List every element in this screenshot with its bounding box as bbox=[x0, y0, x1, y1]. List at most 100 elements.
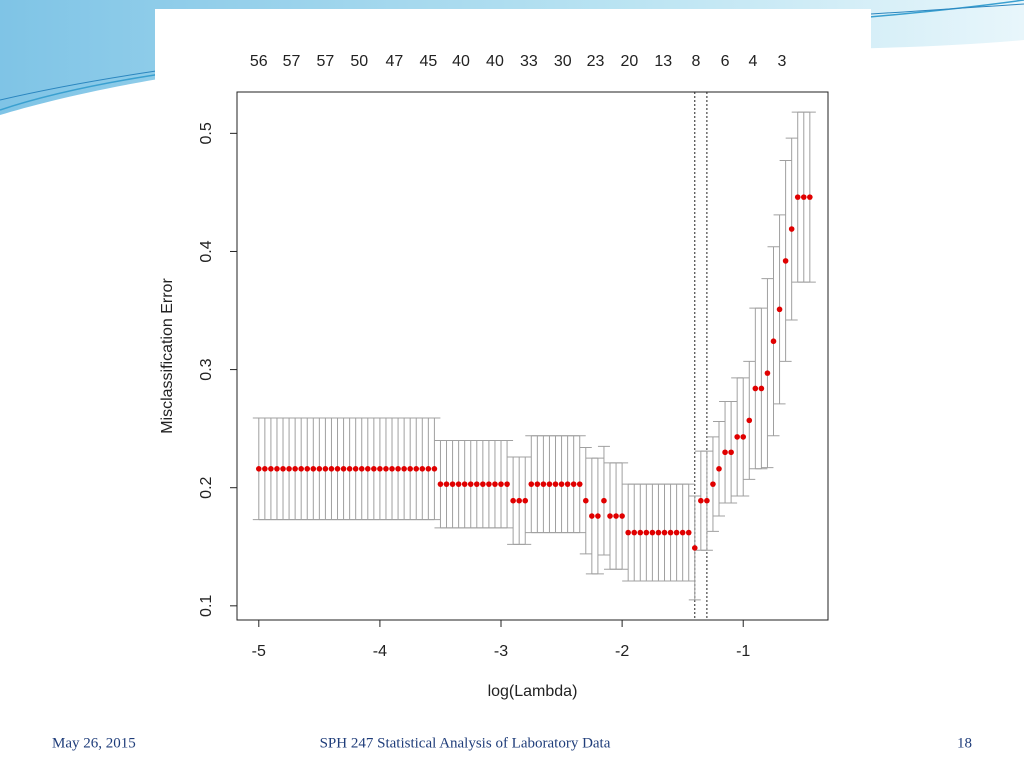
point bbox=[661, 529, 668, 536]
point bbox=[377, 466, 383, 472]
point bbox=[316, 466, 323, 472]
point bbox=[710, 481, 716, 487]
y-axis-label: Misclassification Error bbox=[159, 278, 176, 434]
point bbox=[467, 481, 474, 487]
point bbox=[698, 497, 704, 504]
top-tick-label: 56 bbox=[250, 53, 268, 70]
point bbox=[389, 466, 395, 472]
point bbox=[722, 449, 728, 456]
point bbox=[268, 466, 274, 472]
top-tick-label: 30 bbox=[554, 53, 572, 70]
x-tick-label: -5 bbox=[252, 643, 266, 660]
point bbox=[262, 466, 268, 472]
x-tick-label: -1 bbox=[736, 643, 750, 660]
top-tick-label: 57 bbox=[317, 53, 335, 70]
point bbox=[764, 370, 771, 376]
point bbox=[540, 481, 547, 487]
point bbox=[516, 497, 522, 504]
top-tick-label: 3 bbox=[778, 53, 787, 70]
point bbox=[522, 497, 529, 504]
point bbox=[607, 513, 613, 519]
point bbox=[673, 529, 680, 536]
point bbox=[371, 466, 377, 472]
point bbox=[734, 434, 740, 440]
x-tick-label: -3 bbox=[494, 643, 508, 660]
point bbox=[461, 481, 468, 487]
point bbox=[752, 385, 759, 392]
point bbox=[667, 529, 674, 536]
point bbox=[280, 466, 286, 472]
point bbox=[510, 497, 516, 504]
point bbox=[480, 481, 486, 487]
top-tick-label: 23 bbox=[587, 53, 605, 70]
plot-frame bbox=[236, 91, 829, 621]
point bbox=[534, 481, 541, 487]
y-tick-label: 0.1 bbox=[198, 595, 215, 617]
point bbox=[716, 466, 722, 472]
top-tick-label: 50 bbox=[350, 53, 368, 70]
point bbox=[340, 466, 347, 472]
top-tick-label: 45 bbox=[419, 53, 437, 70]
y-tick-label: 0.5 bbox=[198, 122, 215, 144]
point bbox=[407, 466, 413, 472]
point bbox=[770, 338, 777, 345]
x-axis-label: log(Lambda) bbox=[488, 683, 578, 700]
point bbox=[794, 194, 801, 200]
point bbox=[286, 466, 292, 472]
top-tick-label: 57 bbox=[283, 53, 301, 70]
top-tick-label: 40 bbox=[486, 53, 504, 70]
point bbox=[443, 481, 450, 487]
point bbox=[746, 417, 753, 424]
point bbox=[298, 466, 304, 472]
point bbox=[364, 466, 371, 472]
point bbox=[564, 481, 571, 487]
point bbox=[552, 481, 559, 487]
point bbox=[704, 497, 710, 504]
point bbox=[613, 513, 619, 519]
point bbox=[546, 481, 553, 487]
point bbox=[589, 513, 595, 519]
point bbox=[419, 466, 426, 472]
point bbox=[492, 481, 498, 487]
top-tick-label: 47 bbox=[386, 53, 404, 70]
point bbox=[619, 513, 625, 519]
point bbox=[383, 466, 389, 472]
point bbox=[728, 449, 734, 456]
point bbox=[274, 466, 280, 472]
point bbox=[807, 194, 813, 200]
point bbox=[328, 466, 335, 472]
x-tick-label: -4 bbox=[373, 643, 387, 660]
point bbox=[292, 466, 298, 472]
point bbox=[504, 481, 510, 487]
point bbox=[788, 226, 795, 232]
point bbox=[637, 529, 644, 536]
point bbox=[413, 466, 420, 472]
point bbox=[322, 466, 329, 472]
point bbox=[358, 466, 365, 472]
point bbox=[455, 481, 462, 487]
point bbox=[595, 513, 601, 519]
point bbox=[691, 545, 698, 551]
point bbox=[570, 481, 577, 487]
point bbox=[601, 497, 607, 504]
point bbox=[352, 466, 359, 472]
point bbox=[255, 466, 262, 472]
top-tick-label: 4 bbox=[748, 53, 757, 70]
top-tick-label: 20 bbox=[620, 53, 638, 70]
point bbox=[449, 481, 456, 487]
top-tick-label: 6 bbox=[721, 53, 730, 70]
point bbox=[740, 434, 747, 440]
top-tick-label: 33 bbox=[520, 53, 538, 70]
point bbox=[758, 385, 765, 392]
point bbox=[782, 258, 789, 264]
point bbox=[528, 481, 535, 487]
top-tick-label: 40 bbox=[452, 53, 470, 70]
point bbox=[643, 529, 650, 536]
footer-text: SPH 247 Statistical Analysis of Laborato… bbox=[320, 735, 611, 751]
point bbox=[558, 481, 565, 487]
footer-date: May 26, 2015 bbox=[52, 735, 136, 751]
point bbox=[486, 481, 492, 487]
top-tick-label: 8 bbox=[692, 53, 701, 70]
y-tick-label: 0.2 bbox=[198, 476, 215, 498]
